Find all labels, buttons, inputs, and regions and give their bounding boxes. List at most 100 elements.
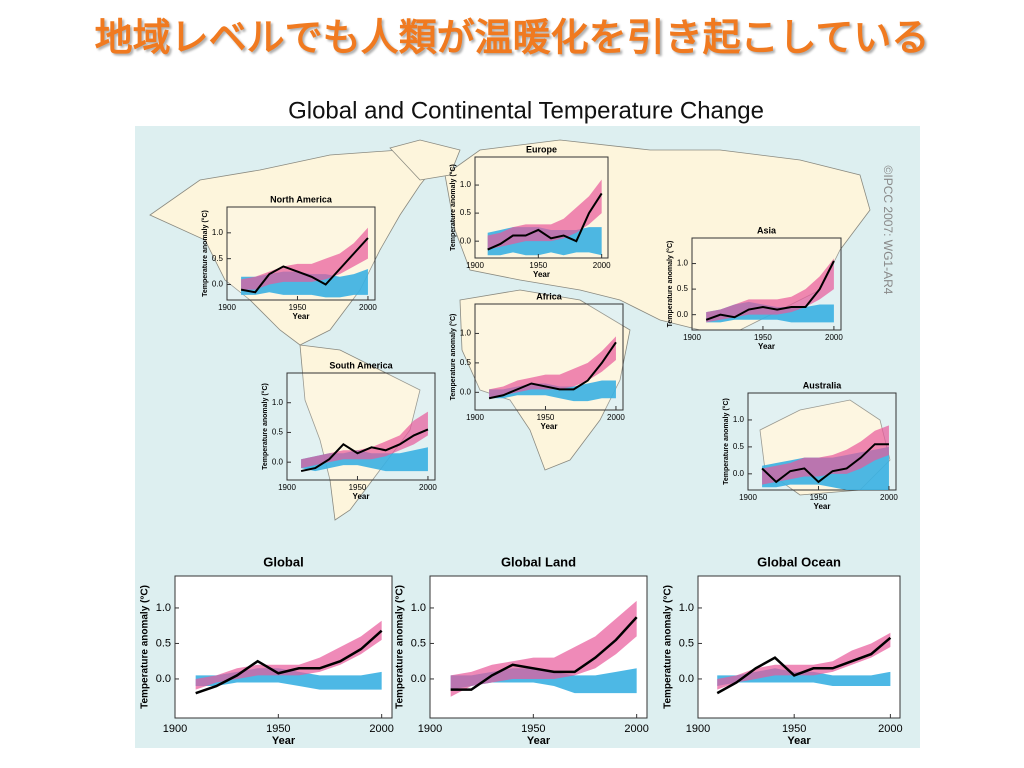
observed-line — [300, 428, 429, 473]
x-tick-label: 2000 — [880, 493, 898, 502]
x-tick-label: 1900 — [686, 723, 710, 735]
y-tick-label: 1.0 — [460, 180, 472, 189]
y-tick-label: 1.0 — [679, 602, 694, 614]
chart-title: Global — [263, 554, 303, 569]
y-tick-label: 0.0 — [212, 280, 224, 289]
chart-title: Australia — [803, 380, 843, 390]
figure-title: Global and Continental Temperature Chang… — [288, 97, 764, 124]
observed-line — [450, 616, 638, 691]
chart-title: Global Land — [501, 554, 576, 569]
observed-line — [195, 629, 383, 695]
y-axis-label: Temperature anomaly (°C) — [449, 314, 457, 401]
x-tick-label: 2000 — [878, 723, 902, 735]
y-tick-label: 0.0 — [733, 469, 745, 478]
chart: 0.0 0.5 1.0 1900 1950 2000 Australia Year Temper… — [722, 380, 899, 511]
y-tick-label: 0.0 — [679, 673, 694, 685]
chart: 0.0 0.5 1.0 1900 1950 2000 Global Ocean Year Tem… — [663, 554, 903, 747]
band — [717, 632, 891, 690]
chart: 0.0 0.5 1.0 1900 1950 2000 Africa Year Temperatu… — [449, 291, 626, 431]
y-axis-label: Temperature anomaly (°C) — [449, 164, 457, 251]
chart: 0.0 0.5 1.0 1900 1950 2000 Global Year Temperatu… — [140, 554, 394, 747]
credit: ©IPCC 2007: WG1-AR4 — [881, 166, 895, 295]
x-tick-label: 1900 — [278, 483, 296, 492]
y-tick-label: 1.0 — [411, 602, 426, 614]
chart-title: Global Ocean — [757, 554, 841, 569]
observed-line — [488, 341, 617, 400]
x-axis-label: Year — [758, 342, 775, 351]
x-axis-label: Year — [527, 735, 551, 747]
x-axis-label: Year — [293, 312, 310, 321]
x-axis-label: Year — [353, 492, 370, 501]
y-tick-label: 1.0 — [733, 415, 745, 424]
y-tick-label: 0.0 — [460, 387, 472, 396]
chart: 0.0 0.5 1.0 1900 1950 2000 Europe Year Temperatu… — [449, 144, 611, 279]
band — [489, 336, 616, 399]
y-axis-label: Temperature anomaly (°C) — [261, 383, 269, 470]
x-tick-label: 2000 — [369, 723, 393, 735]
x-tick-label: 2000 — [359, 303, 377, 312]
x-axis-label: Year — [814, 502, 831, 511]
slide-title: 地域レベルでも人類が温暖化を引き起こしている — [95, 16, 930, 60]
chart: 0.0 0.5 1.0 1900 1950 2000 Global Land Year Temp… — [395, 554, 649, 747]
chart-title: Africa — [536, 291, 563, 301]
observed-line — [761, 443, 889, 484]
chart-title: North America — [270, 194, 333, 204]
y-tick-label: 0.5 — [677, 284, 689, 293]
x-tick-label: 2000 — [624, 723, 648, 735]
y-tick-label: 1.0 — [272, 398, 284, 407]
x-tick-label: 1950 — [266, 723, 290, 735]
observed-line — [716, 636, 892, 695]
x-tick-label: 1950 — [521, 723, 545, 735]
y-tick-label: 0.0 — [272, 457, 284, 466]
chart-title: South America — [329, 360, 393, 370]
y-axis-label: Temperature anomaly (°C) — [722, 398, 730, 485]
x-tick-label: 1950 — [349, 483, 367, 492]
chart-title: Asia — [757, 225, 777, 235]
x-tick-label: 1950 — [537, 413, 555, 422]
chart-title: Europe — [526, 144, 557, 154]
y-tick-label: 0.0 — [677, 310, 689, 319]
x-tick-label: 1950 — [529, 261, 547, 270]
y-tick-label: 1.0 — [460, 329, 472, 338]
x-tick-label: 2000 — [825, 333, 843, 342]
observed-line — [705, 260, 835, 321]
x-tick-label: 1950 — [289, 303, 307, 312]
y-tick-label: 0.5 — [411, 637, 426, 649]
x-tick-label: 2000 — [419, 483, 437, 492]
x-axis-label: Year — [541, 422, 558, 431]
band — [489, 380, 616, 402]
x-axis-label: Year — [533, 270, 550, 279]
y-tick-label: 1.0 — [677, 259, 689, 268]
y-tick-label: 0.5 — [212, 254, 224, 263]
y-tick-label: 1.0 — [212, 228, 224, 237]
y-tick-label: 1.0 — [156, 602, 171, 614]
band — [301, 411, 428, 469]
x-tick-label: 2000 — [593, 261, 611, 270]
y-axis-label: Temperature anomaly (°C) — [201, 210, 209, 297]
x-tick-label: 1900 — [418, 723, 442, 735]
x-axis-label: Year — [272, 735, 296, 747]
y-axis-label: Temperature anomaly (°C) — [663, 585, 674, 709]
x-tick-label: 1950 — [810, 493, 828, 502]
observed-line — [240, 237, 369, 294]
y-axis-label: Temperature anomaly (°C) — [395, 585, 406, 709]
y-tick-label: 0.5 — [733, 442, 745, 451]
y-tick-label: 0.5 — [156, 637, 171, 649]
y-axis-label: Temperature anomaly (°C) — [140, 585, 151, 709]
x-tick-label: 1900 — [163, 723, 187, 735]
chart: 0.0 0.5 1.0 1900 1950 2000 Asia Year Temperature… — [666, 225, 844, 351]
observed-line — [487, 192, 603, 251]
y-tick-label: 0.0 — [460, 236, 472, 245]
y-tick-label: 0.0 — [156, 673, 171, 685]
x-axis-label: Year — [787, 735, 811, 747]
x-tick-label: 2000 — [607, 413, 625, 422]
x-tick-label: 1900 — [683, 333, 701, 342]
x-tick-label: 1950 — [754, 333, 772, 342]
x-tick-label: 1950 — [782, 723, 806, 735]
y-tick-label: 0.5 — [272, 428, 284, 437]
x-tick-label: 1900 — [466, 261, 484, 270]
chart: 0.0 0.5 1.0 1900 1950 2000 North America Year Te… — [201, 194, 378, 321]
x-tick-label: 1900 — [739, 493, 757, 502]
x-tick-label: 1900 — [466, 413, 484, 422]
x-tick-label: 1900 — [218, 303, 236, 312]
